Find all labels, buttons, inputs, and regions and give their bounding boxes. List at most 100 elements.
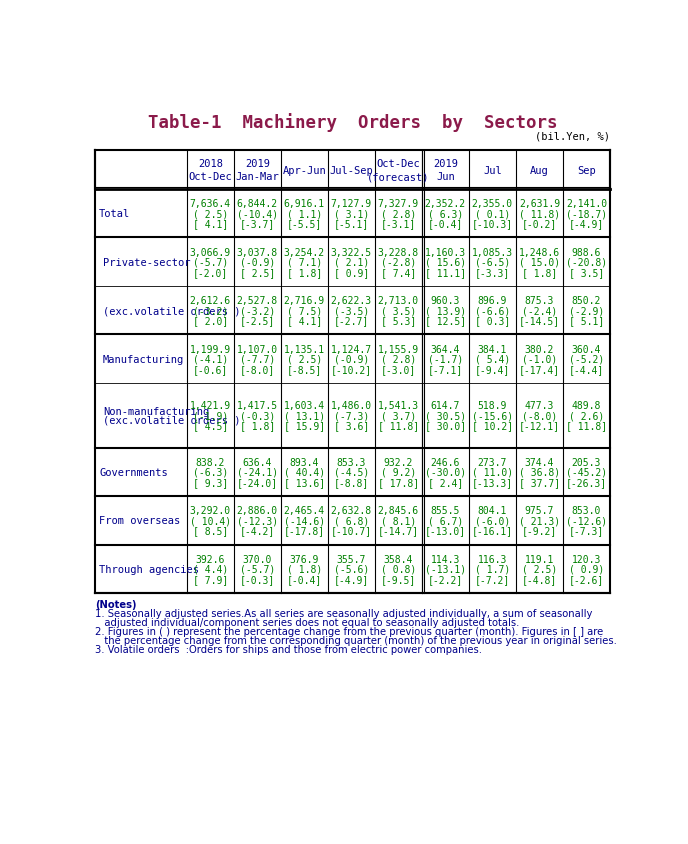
Text: [ 4.1]: [ 4.1]: [287, 316, 322, 326]
Text: [ 4.1]: [ 4.1]: [193, 219, 228, 229]
Text: 6,844.2: 6,844.2: [237, 199, 278, 209]
Text: [ 15.9]: [ 15.9]: [283, 421, 325, 430]
Text: 2,527.8: 2,527.8: [237, 296, 278, 306]
Text: 2,612.6: 2,612.6: [190, 296, 230, 306]
Text: ( 6.8): ( 6.8): [334, 516, 369, 526]
Text: [-10.2]: [-10.2]: [331, 365, 372, 374]
Text: [ 1.8]: [ 1.8]: [287, 268, 322, 278]
Text: ( 7.1): ( 7.1): [287, 257, 322, 268]
Text: 2,886.0: 2,886.0: [237, 506, 278, 516]
Text: (-5.7): (-5.7): [239, 565, 275, 574]
Text: (-10.4): (-10.4): [237, 209, 278, 219]
Text: [ 0.3]: [ 0.3]: [475, 316, 510, 326]
Text: [-9.5]: [-9.5]: [380, 574, 416, 584]
Text: ( 7.5): ( 7.5): [287, 306, 322, 316]
Text: [ 3.5]: [ 3.5]: [569, 268, 604, 278]
Text: ( 0.9): ( 0.9): [569, 565, 604, 574]
Text: ( 2.5): ( 2.5): [522, 565, 557, 574]
Text: (-0.9): (-0.9): [239, 257, 275, 268]
Text: 364.4: 364.4: [431, 344, 460, 354]
Text: 6,916.1: 6,916.1: [283, 199, 325, 209]
Text: (Notes): (Notes): [96, 599, 137, 609]
Text: ( 2.5): ( 2.5): [287, 354, 322, 365]
Text: ( 4.4): ( 4.4): [193, 565, 228, 574]
Text: [ 2.0]: [ 2.0]: [193, 316, 228, 326]
Text: [ 17.8]: [ 17.8]: [378, 478, 419, 487]
Text: ( 2.6): ( 2.6): [569, 411, 604, 421]
Text: [-13.0]: [-13.0]: [424, 526, 466, 536]
Text: (-3.2): (-3.2): [239, 306, 275, 316]
Text: (-3.5): (-3.5): [334, 306, 369, 316]
Text: 1,421.9: 1,421.9: [190, 401, 230, 411]
Text: Jul-Sep: Jul-Sep: [330, 165, 373, 176]
Text: 360.4: 360.4: [572, 344, 601, 354]
Text: [-2.7]: [-2.7]: [334, 316, 369, 326]
Text: (bil.Yen, %): (bil.Yen, %): [535, 131, 610, 141]
Text: 2,845.6: 2,845.6: [378, 506, 419, 516]
Text: 518.9: 518.9: [477, 401, 507, 411]
Text: (-6.3): (-6.3): [193, 468, 228, 478]
Text: (-4.5): (-4.5): [334, 468, 369, 478]
Text: (-2.9): (-2.9): [569, 306, 604, 316]
Text: [ 11.8]: [ 11.8]: [566, 421, 607, 430]
Text: (-7.7): (-7.7): [239, 354, 275, 365]
Text: (-7.3): (-7.3): [334, 411, 369, 421]
Text: [ 5.1]: [ 5.1]: [569, 316, 604, 326]
Text: ( 3.7): ( 3.7): [380, 411, 416, 421]
Text: [-0.4]: [-0.4]: [428, 219, 463, 229]
Text: 2,352.2: 2,352.2: [424, 199, 466, 209]
Text: [ 10.2]: [ 10.2]: [472, 421, 513, 430]
Text: (-3.2): (-3.2): [193, 306, 228, 316]
Text: 114.3: 114.3: [431, 555, 460, 565]
Text: ( 13.1): ( 13.1): [283, 411, 325, 421]
Text: 1. Seasonally adjusted series.As all series are seasonally adjusted individually: 1. Seasonally adjusted series.As all ser…: [96, 609, 592, 619]
Text: [ 30.0]: [ 30.0]: [424, 421, 466, 430]
Text: [-3.1]: [-3.1]: [380, 219, 416, 229]
Text: [-10.3]: [-10.3]: [472, 219, 513, 229]
Text: ( 36.8): ( 36.8): [519, 468, 560, 478]
Text: ( 0.1): ( 0.1): [475, 209, 510, 219]
Text: 1,603.4: 1,603.4: [283, 401, 325, 411]
Text: 2,632.8: 2,632.8: [331, 506, 372, 516]
Text: 1,135.1: 1,135.1: [283, 344, 325, 354]
Text: Manufacturing: Manufacturing: [103, 354, 184, 365]
Text: ( 10.4): ( 10.4): [190, 516, 230, 526]
Text: ( 2.5): ( 2.5): [193, 209, 228, 219]
Text: [-4.9]: [-4.9]: [569, 219, 604, 229]
Text: 1,486.0: 1,486.0: [331, 401, 372, 411]
Text: [-10.7]: [-10.7]: [331, 526, 372, 536]
Text: [-4.4]: [-4.4]: [569, 365, 604, 374]
Text: ( 8.1): ( 8.1): [380, 516, 416, 526]
Text: 850.2: 850.2: [572, 296, 601, 306]
Text: [-26.3]: [-26.3]: [566, 478, 607, 487]
Text: 7,127.9: 7,127.9: [331, 199, 372, 209]
Text: ( 6.3): ( 6.3): [428, 209, 463, 219]
Text: ( 30.5): ( 30.5): [424, 411, 466, 421]
Text: [ 9.3]: [ 9.3]: [193, 478, 228, 487]
Text: 1,199.9: 1,199.9: [190, 344, 230, 354]
Text: 932.2: 932.2: [384, 457, 413, 468]
Text: [ 0.9]: [ 0.9]: [334, 268, 369, 278]
Text: 2,631.9: 2,631.9: [519, 199, 560, 209]
Text: 489.8: 489.8: [572, 401, 601, 411]
Text: From overseas: From overseas: [99, 516, 180, 526]
Text: (-12.6): (-12.6): [566, 516, 607, 526]
Text: ( 5.4): ( 5.4): [475, 354, 510, 365]
Text: adjusted individual/component series does not equal to seasonally adjusted total: adjusted individual/component series doe…: [96, 617, 519, 627]
Text: 3,037.8: 3,037.8: [237, 247, 278, 257]
Text: 376.9: 376.9: [290, 555, 319, 565]
Text: 392.6: 392.6: [195, 555, 225, 565]
Text: (-20.8): (-20.8): [566, 257, 607, 268]
Text: [ 3.6]: [ 3.6]: [334, 421, 369, 430]
Text: [ 11.8]: [ 11.8]: [378, 421, 419, 430]
Text: 3,292.0: 3,292.0: [190, 506, 230, 516]
Text: (-6.5): (-6.5): [475, 257, 510, 268]
Text: [-5.1]: [-5.1]: [334, 219, 369, 229]
Text: (-0.9): (-0.9): [334, 354, 369, 365]
Text: (-6.0): (-6.0): [475, 516, 510, 526]
Text: Governments: Governments: [99, 468, 168, 478]
Text: [-14.7]: [-14.7]: [378, 526, 419, 536]
Text: ( 11.8): ( 11.8): [519, 209, 560, 219]
Text: [-8.5]: [-8.5]: [287, 365, 322, 374]
Text: [-4.2]: [-4.2]: [239, 526, 275, 536]
